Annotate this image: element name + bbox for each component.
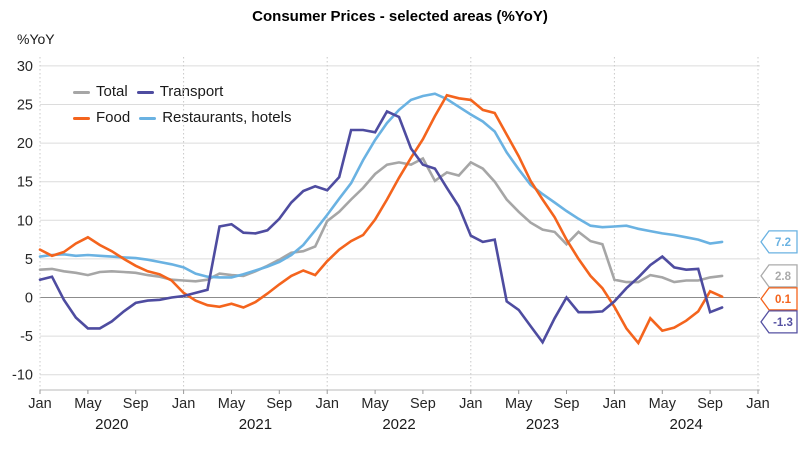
legend-row-1: Total Transport [73,79,291,105]
end-value-callout-box [760,230,798,254]
y-tick-label: 20 [17,136,33,152]
legend-row-2: Food Restaurants, hotels [73,105,291,131]
legend-label-total: Total [96,83,128,100]
food-line-swatch [73,116,90,120]
x-tick-label: Jan [172,396,195,412]
end-value-callout-box [760,287,798,311]
x-tick-label: Sep [410,396,436,412]
legend-item-transport: Transport [136,79,224,105]
y-tick-label: 30 [17,59,33,75]
y-tick-label: 10 [17,213,33,229]
legend-item-total: Total [73,79,128,105]
legend-label-food: Food [96,109,131,126]
x-tick-label: May [218,396,246,412]
x-tick-label: Jan [316,396,339,412]
y-axis-unit-label: %YoY [17,31,55,47]
series-line-transport [38,109,724,345]
x-tick-label: May [649,396,677,412]
x-year-label: 2022 [382,416,415,433]
x-tick-label: Sep [697,396,723,412]
end-value-callout-label: 7.2 [775,237,791,249]
series-line-restaurants-hotels [38,92,724,279]
x-year-label: 2020 [95,416,128,433]
x-tick-label: May [74,396,102,412]
end-value-callout-label: -1.3 [773,317,793,329]
legend-label-transport: Transport [159,83,224,100]
y-tick-label: 0 [25,291,33,307]
x-tick-label: May [505,396,533,412]
y-tick-label: 25 [17,98,33,114]
x-year-label: 2021 [239,416,272,433]
end-value-callout-label: 0.1 [775,294,792,306]
legend-item-food: Food [73,105,130,131]
x-tick-label: Jan [28,396,51,412]
chart-title: Consumer Prices - selected areas (%YoY) [252,8,548,25]
x-tick-label: Jan [746,396,769,412]
y-tick-label: -5 [20,329,33,345]
end-value-callout-label: 2.8 [775,271,792,283]
x-tick-label: Sep [554,396,580,412]
y-tick-label: 5 [25,252,33,268]
restaurants-line-swatch [139,116,157,120]
end-value-callout-box [760,310,798,334]
legend: Total Transport Food Restaurants, hotels [73,79,291,131]
y-tick-label: -10 [12,368,33,384]
x-year-label: 2024 [670,416,703,433]
transport-line-swatch [136,90,154,94]
total-line-swatch [73,90,90,94]
series-line-food [38,93,724,346]
legend-label-restaurants: Restaurants, hotels [162,109,292,126]
x-tick-label: Sep [266,396,292,412]
series-line-total [38,156,724,284]
x-year-label: 2023 [526,416,559,433]
x-tick-label: Sep [123,396,149,412]
x-tick-label: May [361,396,389,412]
x-tick-label: Jan [459,396,482,412]
y-tick-label: 15 [17,175,33,191]
end-value-callout-box [760,264,798,288]
legend-item-restaurants: Restaurants, hotels [139,105,291,131]
x-tick-label: Jan [603,396,626,412]
